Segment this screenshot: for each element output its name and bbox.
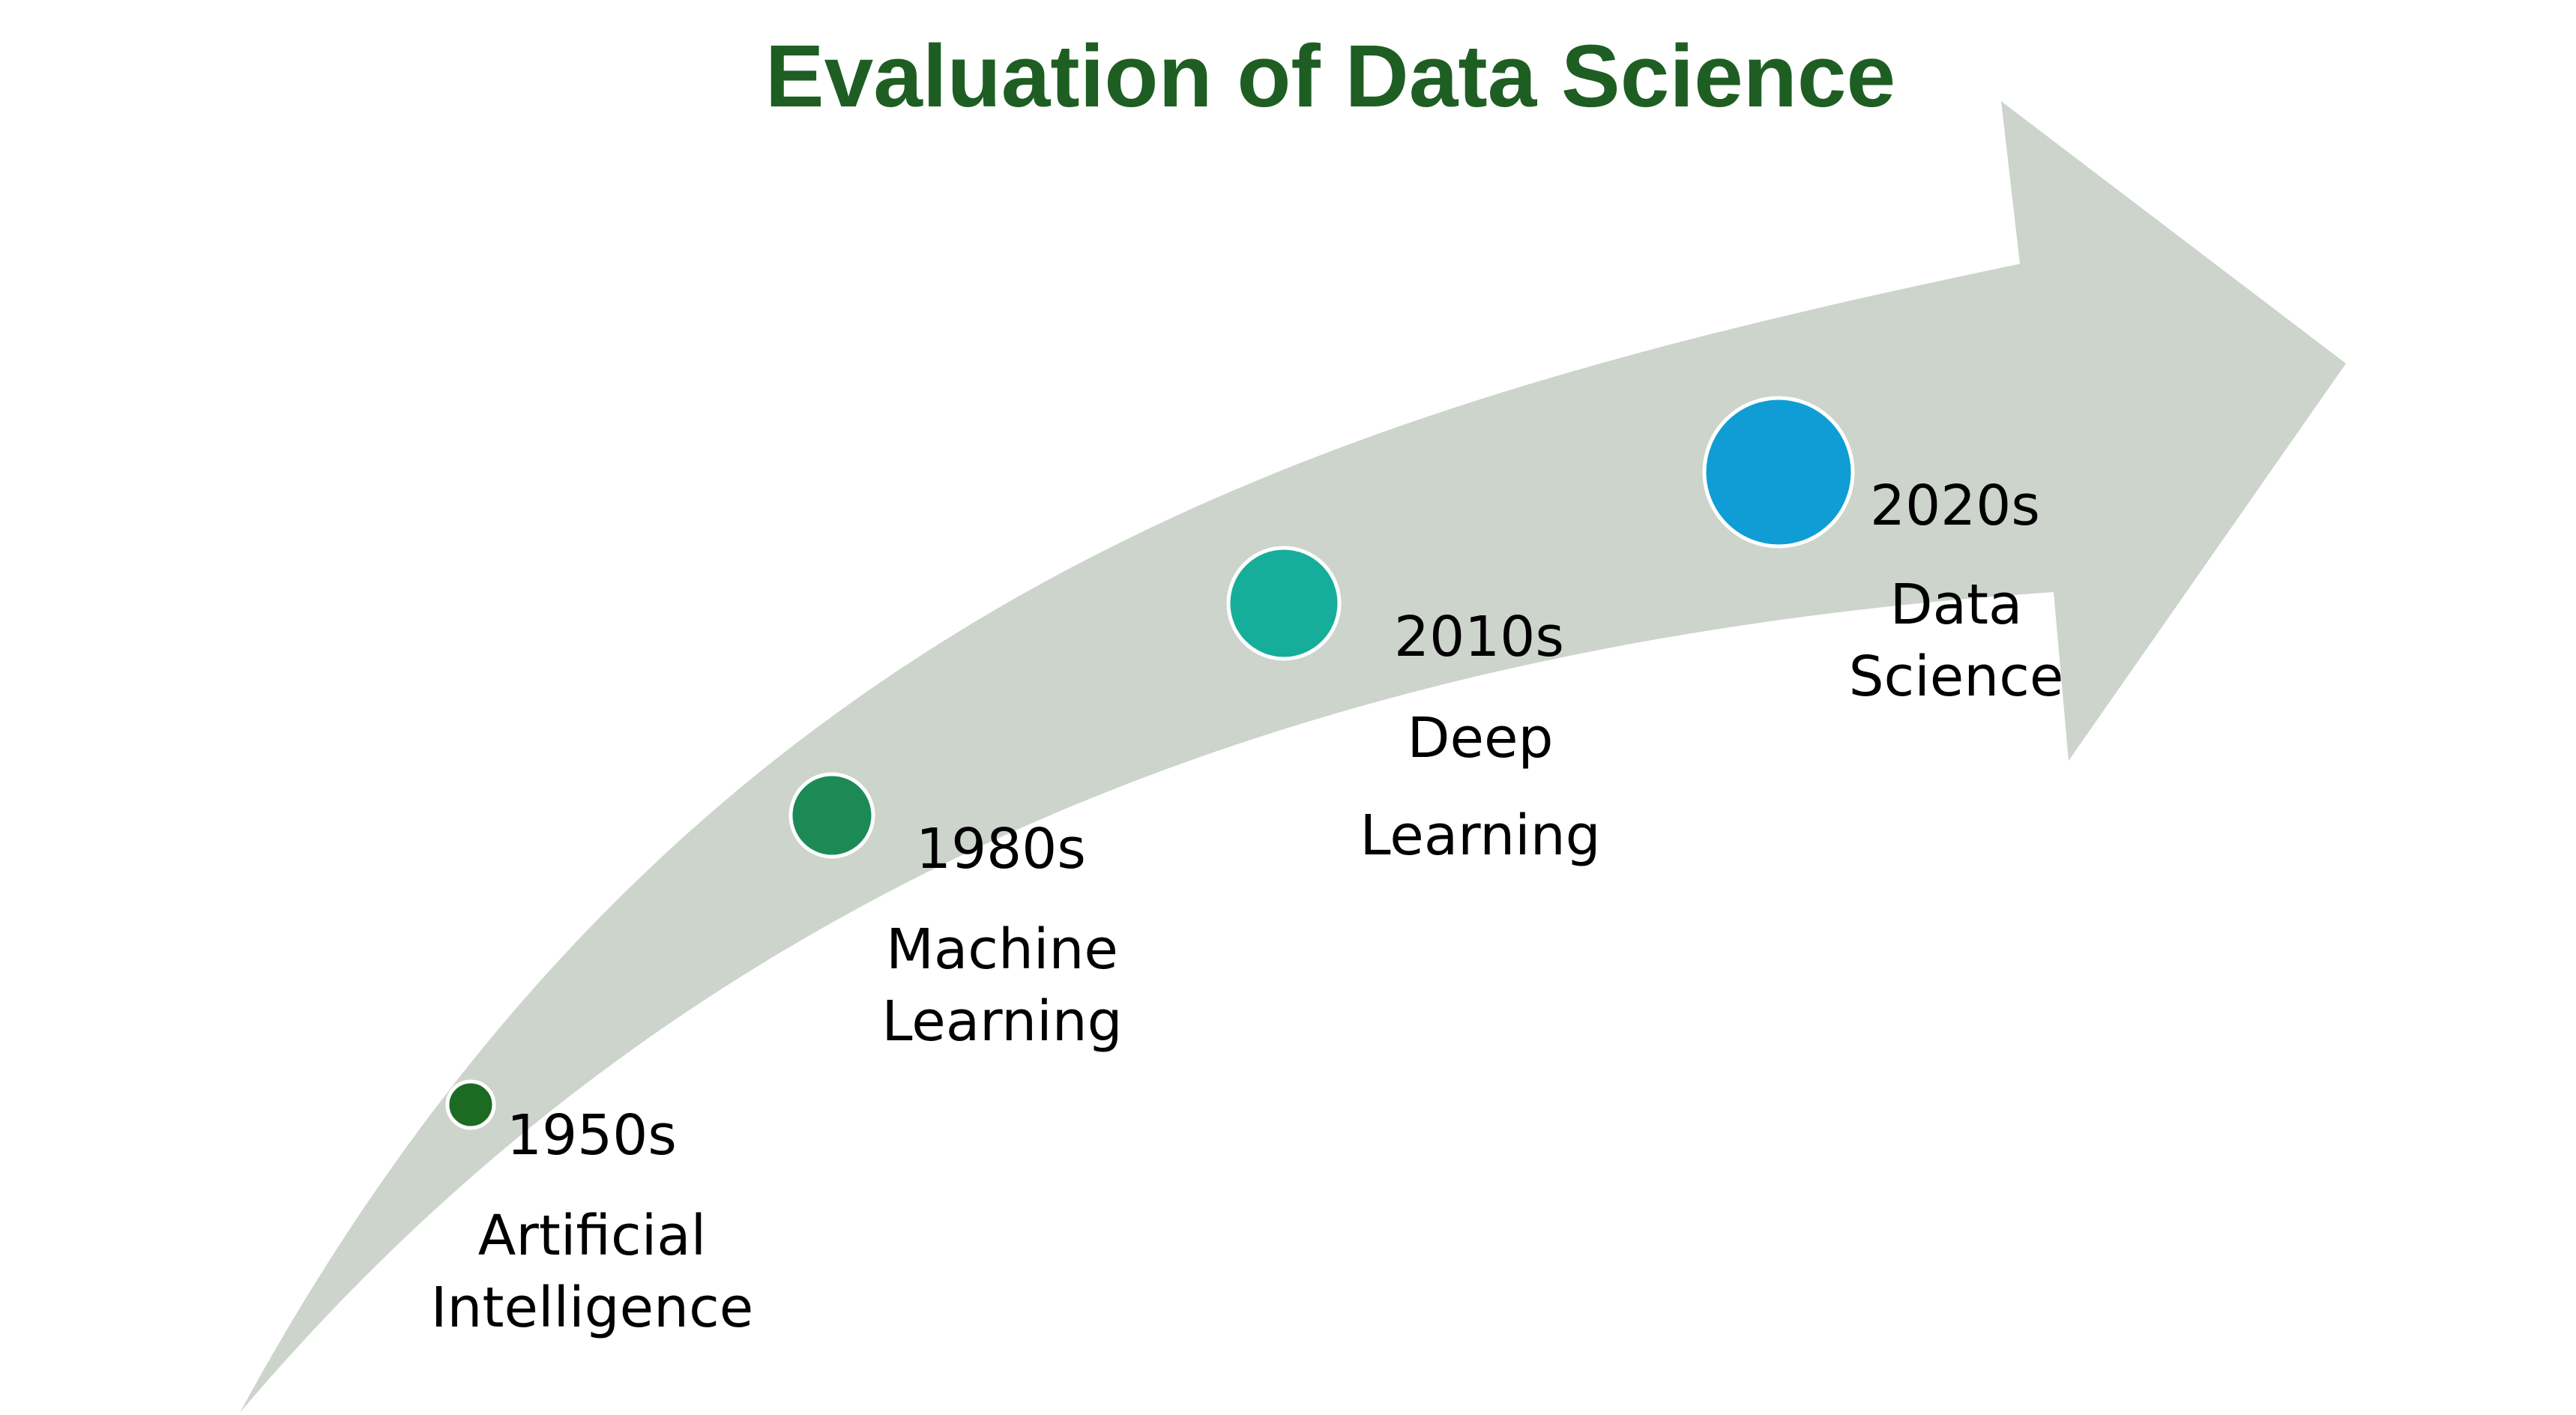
milestone-label-2010s-line1: Deep [1407, 706, 1553, 770]
milestone-label-1950s-line1: Artificial [478, 1204, 706, 1268]
milestone-1950s: 1950s Artificial Intelligence [431, 1079, 754, 1340]
milestone-label-2010s-line2: Learning [1360, 803, 1600, 868]
milestone-label-1980s-line2: Learning [881, 989, 1122, 1054]
milestone-dot-2010s [1226, 546, 1342, 661]
milestone-year-1950s: 1950s [507, 1103, 677, 1168]
milestone-year-2020s: 2020s [1870, 474, 2040, 538]
milestone-year-2010s: 2010s [1394, 605, 1564, 669]
milestone-dot-1950s [445, 1079, 496, 1130]
milestone-1980s: 1980s Machine Learning [788, 772, 1123, 1054]
milestone-dot-2020s [1702, 396, 1855, 549]
milestone-label-2020s-line2: Science [1849, 645, 2064, 709]
milestone-year-1980s: 1980s [916, 817, 1086, 881]
milestone-label-2020s-line1: Data [1890, 573, 2023, 637]
milestone-dot-1980s [788, 772, 875, 859]
milestone-2020s: 2020s Data Science [1702, 396, 2064, 709]
diagram-title: Evaluation of Data Science [765, 27, 1895, 126]
milestone-label-1950s-line2: Intelligence [431, 1276, 754, 1340]
milestone-2010s: 2010s Deep Learning [1226, 546, 1601, 868]
milestone-label-1980s-line1: Machine [886, 917, 1118, 982]
